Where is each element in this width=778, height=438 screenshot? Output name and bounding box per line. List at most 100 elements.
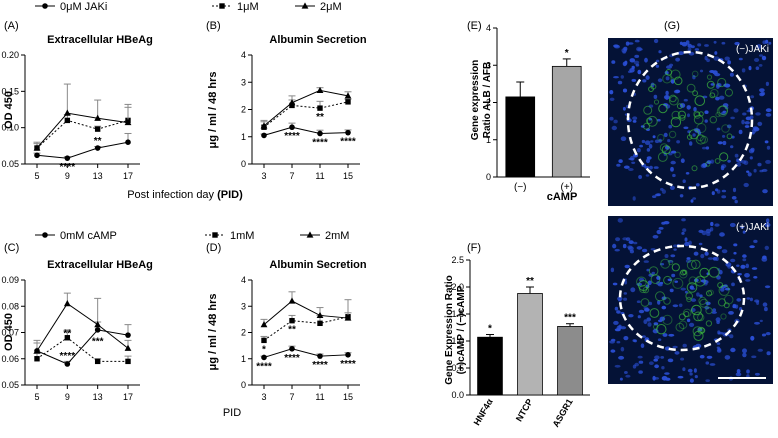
nucleus (622, 243, 627, 249)
hbv-signal (657, 133, 665, 142)
nucleus (646, 317, 651, 322)
nucleus (611, 338, 616, 342)
nucleus (729, 222, 736, 228)
nucleus (730, 116, 735, 120)
x-tick-label: 7 (289, 171, 294, 181)
nucleus (759, 88, 765, 93)
data-point (63, 300, 71, 307)
micrograph-bottom: (+)JAKi (608, 216, 773, 384)
bar (477, 336, 503, 396)
bar (517, 293, 543, 396)
data-point (34, 356, 40, 362)
hbv-signal (715, 112, 721, 118)
nucleus (737, 273, 742, 276)
y-tick-label: 0.09 (1, 275, 19, 285)
x-tick-label: (−) (514, 182, 527, 193)
y-tick-label: 0.05 (1, 380, 19, 390)
nucleus (765, 332, 771, 336)
nucleus (681, 218, 686, 222)
nucleus (619, 377, 623, 381)
bar (551, 65, 582, 178)
nucleus (758, 64, 763, 67)
chart-c: (C) Extracellular HBeAg 0.05 0.06 0.07 0.08 0.… (1, 242, 152, 402)
nucleus (712, 308, 717, 312)
hbv-signal (668, 130, 677, 139)
nucleus (680, 287, 686, 291)
chart-title: Albumin Secretion (269, 34, 366, 46)
nucleus (711, 311, 717, 314)
hbv-signal (686, 282, 698, 293)
nucleus (623, 292, 628, 295)
hbv-signal (720, 313, 727, 320)
nucleus (625, 374, 631, 378)
nucleus (721, 189, 727, 193)
nucleus (707, 257, 714, 260)
nucleus (751, 355, 757, 359)
nucleus (689, 141, 693, 146)
nucleus (713, 40, 717, 44)
nucleus (745, 263, 749, 269)
hbv-signal (668, 259, 674, 266)
nucleus (617, 80, 623, 85)
nucleus (628, 42, 634, 45)
nucleus (644, 57, 648, 63)
nucleus (652, 135, 656, 139)
hbv-signal (692, 326, 703, 337)
nucleus (633, 60, 640, 65)
nucleus (682, 343, 687, 348)
series-0 (33, 321, 132, 367)
data-point (344, 314, 352, 321)
nucleus (755, 66, 760, 70)
hbv-signal (680, 269, 687, 276)
y-tick-label: 1 (241, 132, 246, 142)
nucleus (658, 50, 662, 54)
nucleus (634, 54, 640, 59)
hbv-signal (642, 286, 649, 294)
nucleus (761, 257, 768, 262)
nucleus (749, 297, 754, 302)
nucleus (665, 90, 669, 96)
nucleus (709, 363, 716, 366)
data-point (317, 353, 323, 359)
data-point (64, 335, 71, 341)
nucleus (641, 248, 648, 253)
data-point (345, 352, 351, 358)
nucleus (764, 245, 769, 250)
data-point (261, 354, 267, 361)
nucleus (687, 43, 692, 48)
nucleus (730, 145, 734, 149)
nucleus (765, 159, 771, 164)
hbv-signal (671, 110, 681, 120)
nucleus (613, 76, 619, 79)
nucleus (718, 269, 723, 275)
nucleus (649, 165, 653, 170)
nucleus (716, 189, 721, 194)
bar (505, 96, 536, 178)
hbv-signal (694, 95, 706, 106)
nucleus (738, 57, 743, 61)
nucleus (702, 146, 707, 150)
hbv-signal (718, 105, 729, 116)
x-tick-label: 11 (315, 171, 324, 181)
y-axis-title: Gene expressionRatio ALB / AFB (470, 60, 493, 141)
significance-label: **** (60, 351, 76, 362)
charts: (A)Extracellular HBeAg0.050.100.150.20OD… (1, 20, 590, 429)
nucleus (632, 339, 637, 342)
series-line (36, 112, 129, 149)
nucleus (647, 280, 652, 286)
nucleus (742, 254, 747, 258)
nucleus (653, 38, 659, 44)
nucleus (705, 361, 710, 365)
significance-label: **** (284, 353, 300, 364)
y-tick-label: 3 (241, 77, 246, 87)
hbv-signal (670, 116, 682, 128)
hbv-signal (655, 291, 665, 302)
nucleus (759, 92, 765, 97)
hbv-signal (673, 76, 683, 86)
series-line (263, 300, 349, 326)
x-tick-label: 3 (261, 392, 266, 402)
nucleus (741, 119, 745, 125)
hbv-signal (688, 129, 699, 140)
nucleus (610, 349, 616, 353)
nucleus (684, 241, 690, 247)
